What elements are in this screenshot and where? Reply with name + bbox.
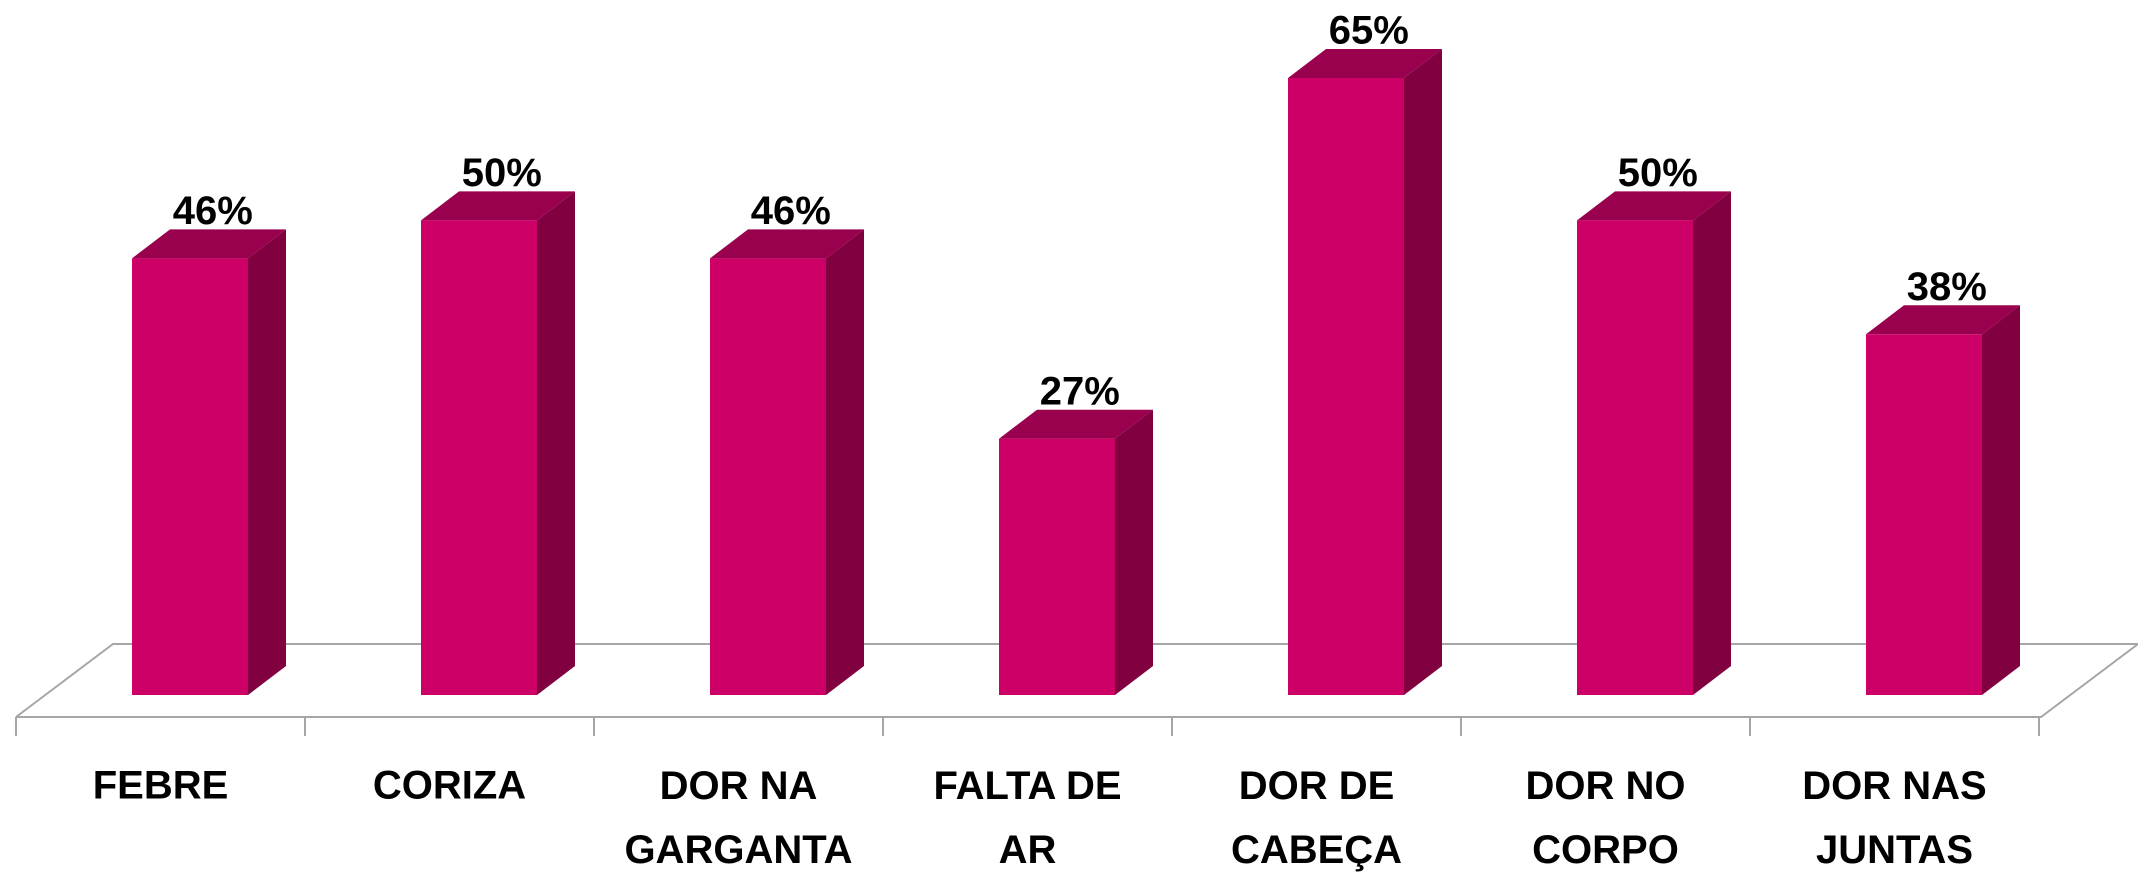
x-tick-label: FEBRE xyxy=(93,764,229,808)
bar xyxy=(1288,49,1442,695)
value-label: 50% xyxy=(1618,151,1698,195)
bar xyxy=(132,229,286,695)
x-tick-label: CORIZA xyxy=(373,764,526,808)
floor-back xyxy=(15,643,2138,718)
bar xyxy=(421,191,575,695)
bar xyxy=(1577,191,1731,695)
value-label: 38% xyxy=(1907,265,1987,309)
x-tick-label: DOR DE CABEÇA xyxy=(1231,764,1402,872)
bar-top xyxy=(132,229,286,259)
x-tick-label-line: FALTA DE xyxy=(933,764,1121,808)
floor-front xyxy=(16,643,2138,718)
bar-top xyxy=(421,191,575,221)
x-tick-label: DOR NA GARGANTA xyxy=(624,764,852,872)
bar-top xyxy=(999,409,1153,439)
x-tick-label: DOR NAS JUNTAS xyxy=(1802,764,1986,872)
x-tick-label: DOR NO CORPO xyxy=(1526,764,1686,872)
bar-front xyxy=(710,258,826,695)
x-tick-label-line: DOR NA xyxy=(660,764,818,808)
bar-top xyxy=(710,229,864,259)
bar-front xyxy=(999,438,1115,695)
bar-side xyxy=(826,229,864,695)
value-label: 46% xyxy=(173,189,253,233)
bar-side xyxy=(1404,49,1442,695)
x-tick-label-line: DOR DE xyxy=(1239,764,1395,808)
bar-side xyxy=(1693,191,1731,695)
bar xyxy=(1866,305,2020,695)
bar xyxy=(999,409,1153,695)
x-tick-label-line: AR xyxy=(999,828,1057,872)
bar xyxy=(710,229,864,695)
bar-top xyxy=(1577,191,1731,221)
bar-front xyxy=(132,258,248,695)
x-tick-label-line: DOR NAS xyxy=(1802,764,1986,808)
bar-side xyxy=(537,191,575,695)
x-tick-label-line: CORPO xyxy=(1532,828,1679,872)
value-label: 27% xyxy=(1040,369,1120,413)
bar-front xyxy=(421,220,537,695)
bar-side xyxy=(248,229,286,695)
value-label: 65% xyxy=(1329,9,1409,53)
x-tick-label-line: DOR NO xyxy=(1526,764,1686,808)
bar-top xyxy=(1288,49,1442,78)
x-tick-label: FALTA DE AR xyxy=(933,764,1121,872)
x-tick-label-line: CABEÇA xyxy=(1231,828,1402,872)
value-label: 50% xyxy=(462,151,542,195)
x-tick-label-line: JUNTAS xyxy=(1816,828,1973,872)
bar-top xyxy=(1866,305,2020,335)
x-tick-label-line: GARGANTA xyxy=(624,828,852,872)
bar-front xyxy=(1866,334,1982,695)
value-label: 46% xyxy=(751,189,831,233)
bar-front xyxy=(1577,220,1693,695)
bar-front xyxy=(1288,78,1404,695)
bar-side xyxy=(1115,409,1153,695)
bar-side xyxy=(1982,305,2020,695)
floor xyxy=(15,643,2138,718)
